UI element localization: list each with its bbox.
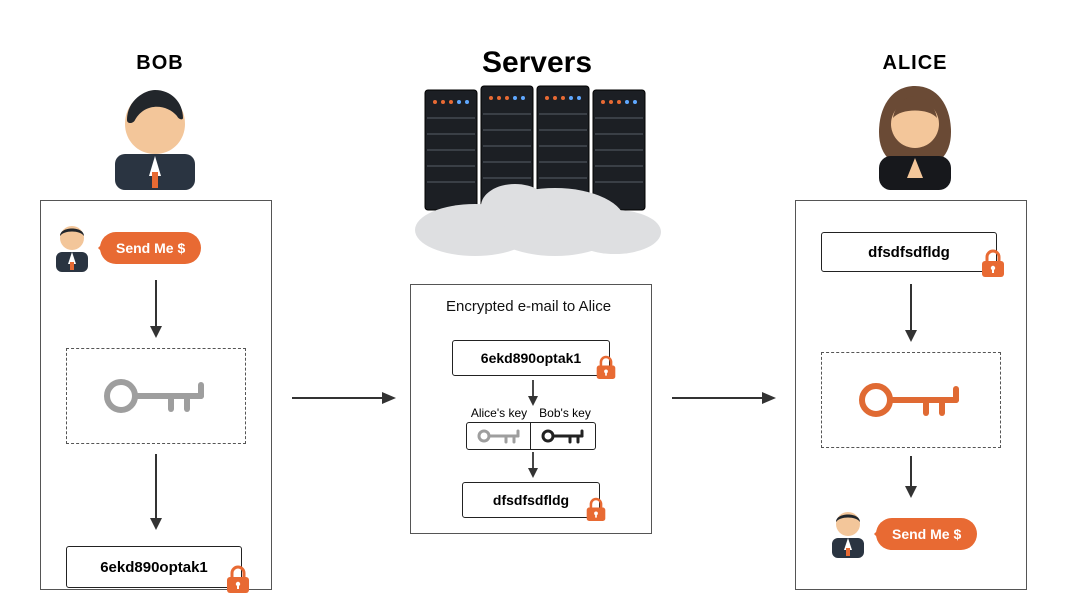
lock-icon <box>980 249 1006 279</box>
mid-arrow-2-icon <box>526 452 540 480</box>
encrypted-email-text: Encrypted e-mail to Alice <box>446 298 611 315</box>
bob-bubble-text: Send Me $ <box>116 240 185 256</box>
encrypted-email-header: Encrypted e-mail to Alice <box>446 298 646 315</box>
bob-key-box <box>66 348 246 444</box>
bob-message-row: Send Me $ <box>50 222 201 274</box>
alice-key-box <box>821 352 1001 448</box>
alice-arrow-2-icon <box>903 456 919 500</box>
bob-arrow-2-icon <box>148 454 164 532</box>
alice-key-cell <box>467 423 531 449</box>
bob-key-cell <box>531 423 595 449</box>
lock-icon <box>585 497 607 523</box>
gray-key-icon <box>101 373 211 419</box>
lock-icon <box>595 355 617 381</box>
alice-bubble-text: Send Me $ <box>892 526 961 542</box>
orange-key-icon <box>856 377 966 423</box>
alice-avatar <box>865 78 965 190</box>
mid-cipher2-chip: dfsdfsdfldg <box>462 482 600 518</box>
arrow-server-to-alice-icon <box>672 390 778 406</box>
alice-message-row: Send Me $ <box>826 508 977 560</box>
alices-key-label: Alice's key <box>466 406 532 420</box>
keypair-labels: Alice's key Bob's key <box>466 406 598 420</box>
small-key-dark-icon <box>540 427 586 445</box>
mid-cipher1-chip: 6ekd890optak1 <box>452 340 610 376</box>
server-art <box>405 80 665 260</box>
mid-cipher2-text: dfsdfsdfldg <box>493 492 569 508</box>
alice-cipher-chip: dfsdfsdfldg <box>821 232 997 272</box>
mid-cipher1-text: 6ekd890optak1 <box>481 350 581 366</box>
alice-title: ALICE <box>875 52 955 75</box>
bob-cipher-chip: 6ekd890optak1 <box>66 546 242 588</box>
bob-cipher-text: 6ekd890optak1 <box>100 559 208 576</box>
bob-mini-avatar-icon <box>50 222 94 274</box>
bob-arrow-1-icon <box>148 280 164 340</box>
alice-cipher-text: dfsdfsdfldg <box>868 244 950 261</box>
arrow-bob-to-server-icon <box>292 390 398 406</box>
mid-arrow-1-icon <box>526 380 540 408</box>
diagram-root: BOB Servers ALICE <box>0 0 1068 615</box>
alice-bubble: Send Me $ <box>876 518 977 550</box>
servers-title: Servers <box>447 46 627 80</box>
alice-arrow-1-icon <box>903 284 919 344</box>
alice-mini-avatar-icon <box>826 508 870 560</box>
bob-title: BOB <box>120 52 200 75</box>
bob-avatar <box>105 80 205 190</box>
lock-icon <box>225 565 251 595</box>
small-key-gray-icon <box>476 427 522 445</box>
bobs-key-label: Bob's key <box>532 406 598 420</box>
keypair-box <box>466 422 596 450</box>
bob-bubble: Send Me $ <box>100 232 201 264</box>
